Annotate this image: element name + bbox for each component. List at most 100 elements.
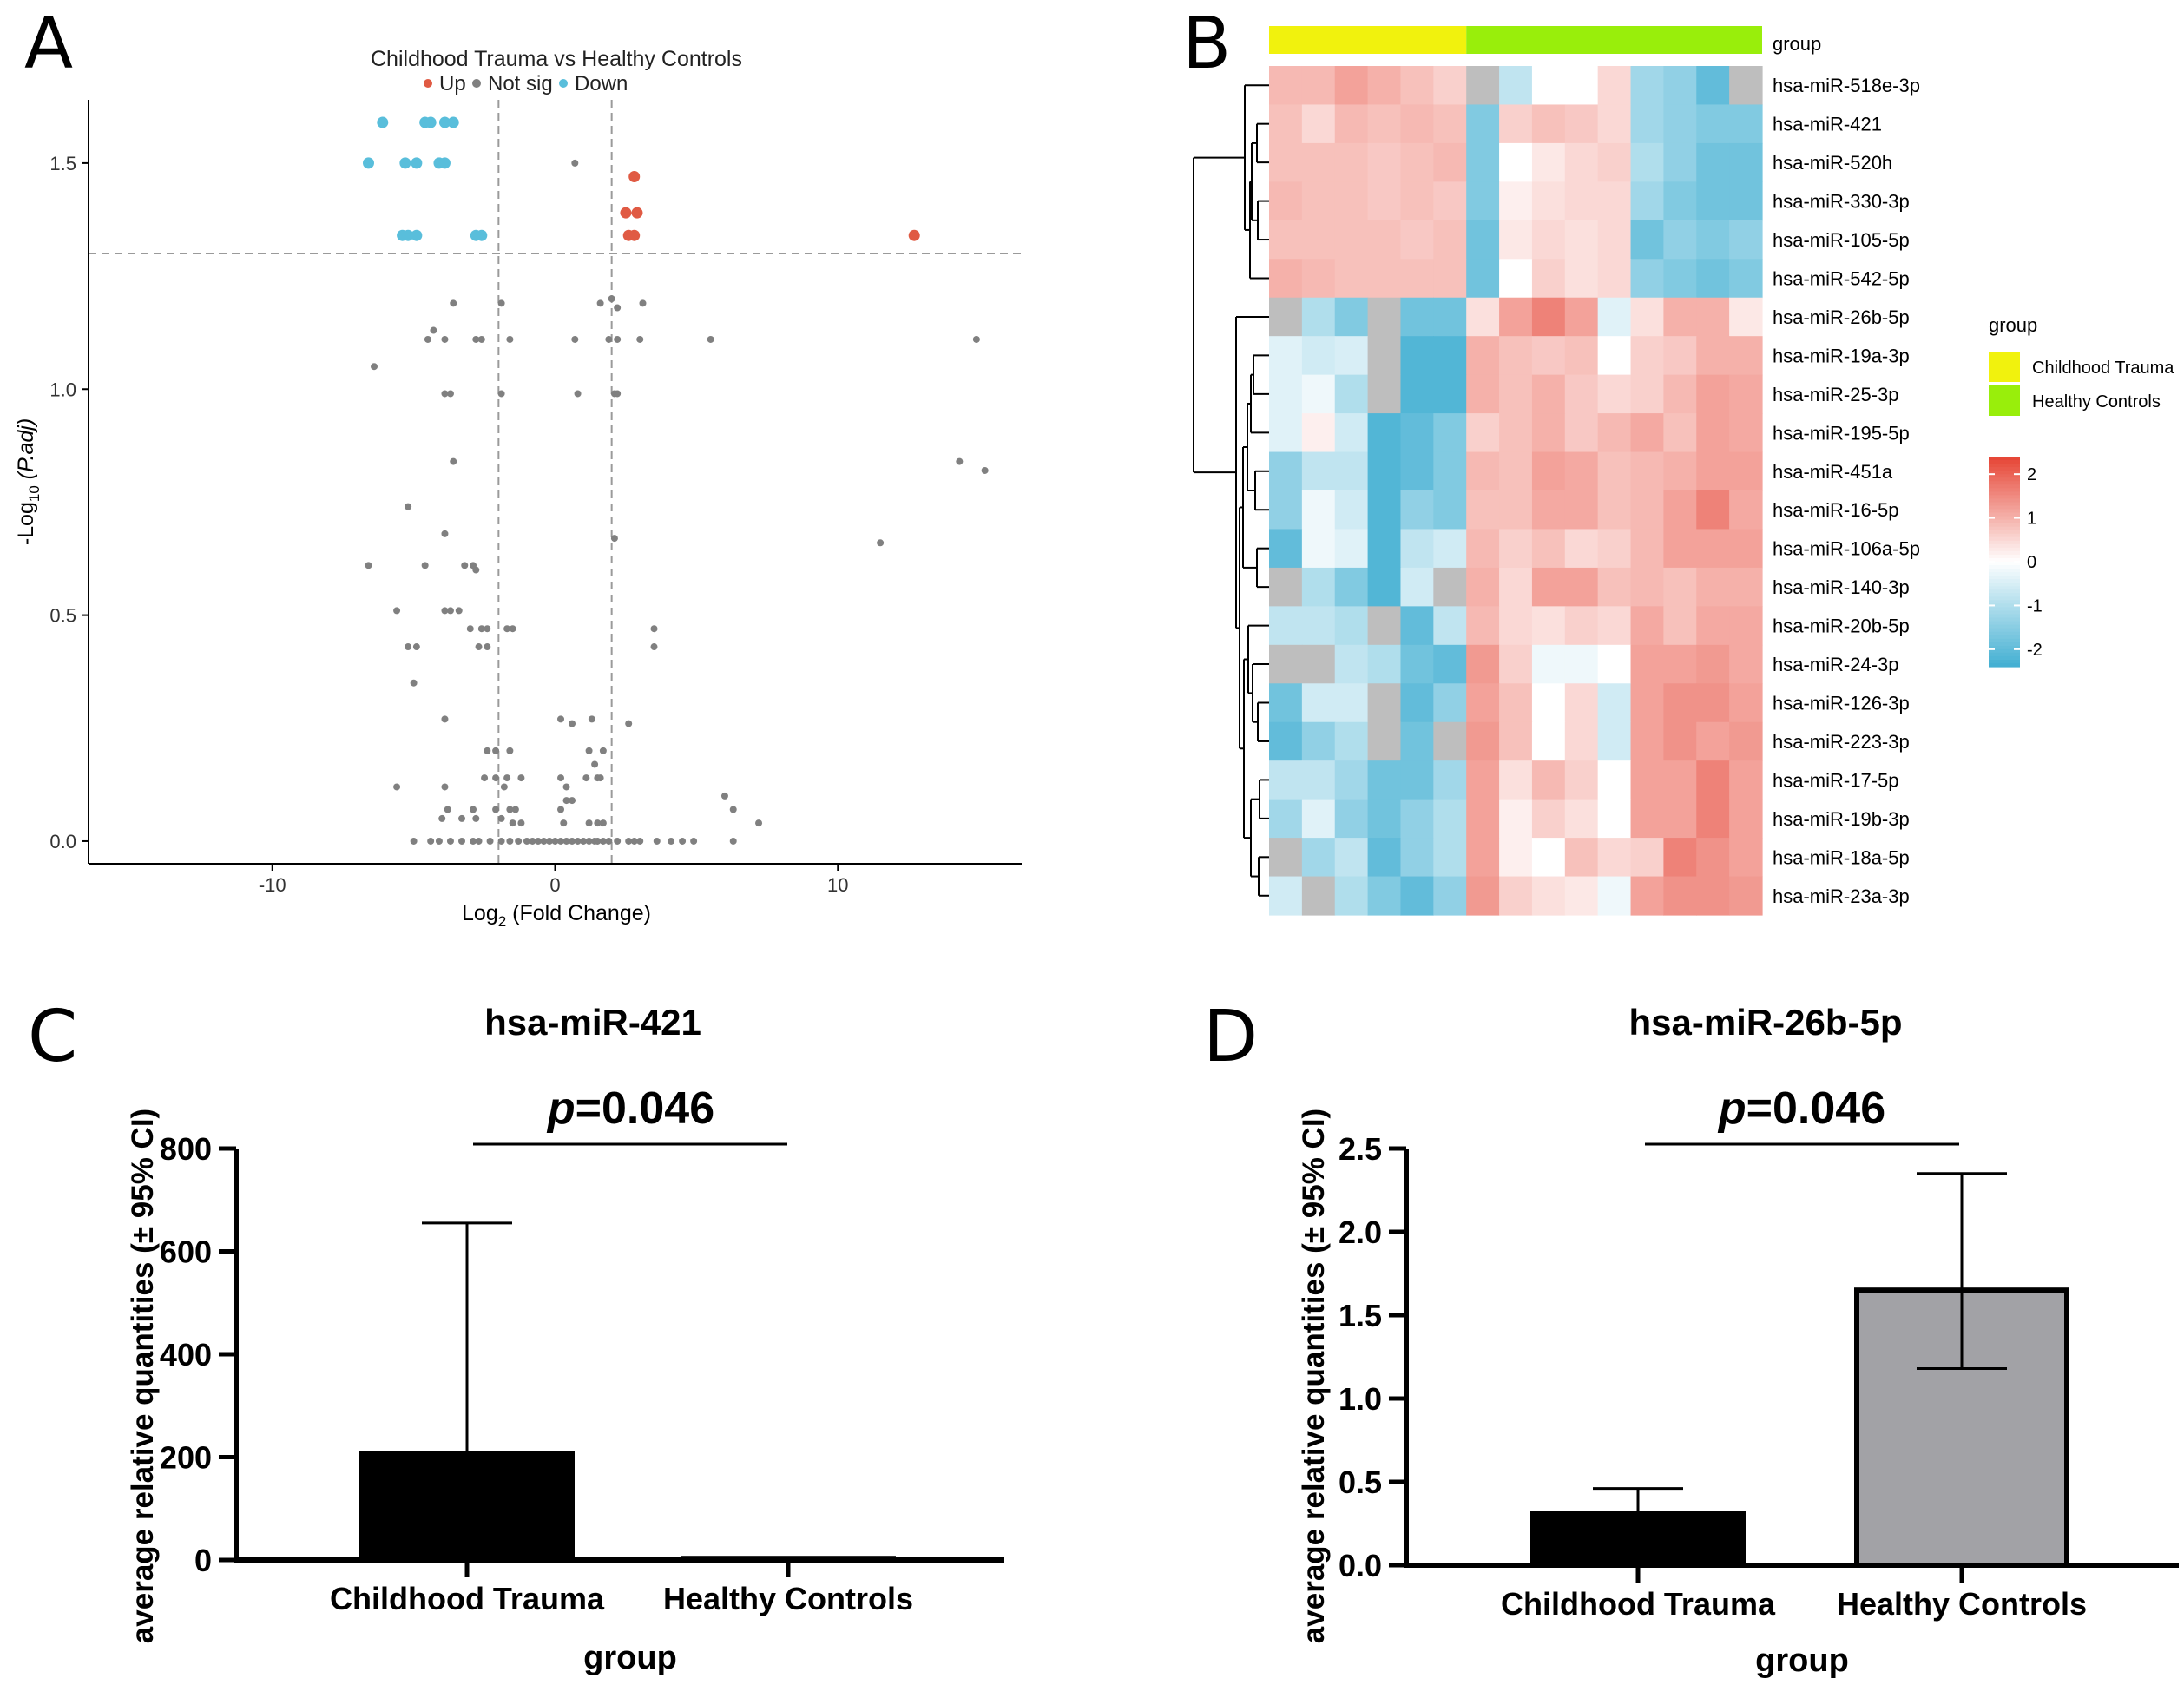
color-scale-segment bbox=[1989, 589, 2020, 594]
heatmap-cell bbox=[1334, 490, 1369, 530]
volcano-y-ticks: 0.0 0.5 1.0 1.5 bbox=[49, 153, 89, 852]
color-scale-segment bbox=[1989, 565, 2020, 569]
color-scale-segment bbox=[1989, 579, 2020, 583]
volcano-point-not-sig bbox=[450, 299, 457, 307]
volcano-point-not-sig bbox=[461, 562, 469, 569]
heatmap-cell bbox=[1630, 220, 1664, 260]
heatmap-cell bbox=[1597, 104, 1632, 144]
group-legend-label-childhood-trauma: Childhood Trauma bbox=[2032, 359, 2174, 378]
heatmap-cell bbox=[1269, 413, 1303, 453]
heatmap-cell bbox=[1499, 838, 1533, 878]
volcano-point-not-sig bbox=[551, 837, 559, 845]
heatmap-row-label: hsa-miR-140-3p bbox=[1773, 576, 1910, 598]
heatmap-cell bbox=[1269, 104, 1303, 144]
volcano-point-not-sig bbox=[636, 837, 644, 845]
heatmap-cell bbox=[1630, 683, 1664, 723]
heatmap-cell bbox=[1334, 529, 1369, 569]
heatmap-cell bbox=[1564, 336, 1599, 376]
heatmap-row-label: hsa-miR-451a bbox=[1773, 461, 1893, 483]
heatmap-cell bbox=[1531, 567, 1566, 607]
heatmap-cell bbox=[1499, 644, 1533, 684]
heatmap-cell bbox=[1301, 104, 1336, 144]
heatmap-cell bbox=[1334, 876, 1369, 916]
color-scale-tick-label: 0 bbox=[2027, 553, 2036, 572]
color-scale-segment bbox=[1989, 540, 2020, 545]
heatmap-cell bbox=[1499, 220, 1533, 260]
volcano-point-not-sig bbox=[441, 783, 449, 791]
heatmap-cell bbox=[1663, 567, 1697, 607]
heatmap-cell bbox=[1663, 142, 1697, 182]
volcano-point-not-sig bbox=[450, 457, 457, 465]
heatmap-cell bbox=[1334, 567, 1369, 607]
heatmap-cell bbox=[1729, 490, 1763, 530]
heatmap-row-label: hsa-miR-518e-3p bbox=[1773, 75, 1920, 96]
panel-letter-a: A bbox=[24, 3, 73, 85]
heatmap-cell bbox=[1531, 181, 1566, 221]
color-scale-segment bbox=[1989, 512, 2020, 517]
volcano-point-not-sig bbox=[630, 837, 638, 845]
heatmap-cell bbox=[1531, 876, 1566, 916]
volcano-point-not-sig bbox=[470, 837, 477, 845]
heatmap-cell bbox=[1334, 451, 1369, 491]
heatmap-cell bbox=[1531, 606, 1566, 646]
color-scale-segment bbox=[1989, 624, 2020, 629]
heatmap-cell bbox=[1597, 529, 1632, 569]
bar-y-tick-label: 2.5 bbox=[1339, 1131, 1382, 1167]
volcano-point-not-sig bbox=[497, 814, 505, 822]
heatmap-cell bbox=[1564, 644, 1599, 684]
heatmap-cell bbox=[1630, 529, 1664, 569]
heatmap-cell bbox=[1334, 760, 1369, 800]
color-scale-segment bbox=[1989, 457, 2020, 461]
volcano-point-not-sig bbox=[625, 837, 633, 845]
volcano-point-not-sig bbox=[720, 792, 728, 800]
volcano-point-not-sig bbox=[582, 774, 590, 782]
heatmap-cell bbox=[1564, 259, 1599, 299]
heatmap-cell bbox=[1597, 181, 1632, 221]
volcano-point-not-sig bbox=[588, 715, 595, 723]
heatmap-cell bbox=[1433, 721, 1467, 761]
heatmap-cell bbox=[1466, 799, 1500, 839]
heatmap-cell bbox=[1663, 838, 1697, 878]
color-scale-tick-label: 1 bbox=[2027, 510, 2036, 529]
heatmap-cell bbox=[1663, 374, 1697, 414]
heatmap-cell bbox=[1630, 413, 1664, 453]
volcano-point-not-sig bbox=[639, 299, 647, 307]
group-bar-childhood-trauma bbox=[1269, 26, 1467, 54]
heatmap-cell bbox=[1499, 297, 1533, 337]
volcano-point-not-sig bbox=[410, 837, 418, 845]
heatmap-cell bbox=[1729, 336, 1763, 376]
heatmap-cell bbox=[1367, 259, 1402, 299]
heatmap-cell bbox=[1466, 66, 1500, 106]
group-bar-healthy-controls bbox=[1466, 26, 1762, 54]
x-tick-label: 0 bbox=[549, 874, 560, 896]
color-scale-segment bbox=[1989, 543, 2020, 549]
volcano-point-not-sig bbox=[625, 720, 633, 727]
volcano-point-not-sig bbox=[972, 335, 980, 343]
heatmap-cell bbox=[1663, 606, 1697, 646]
heatmap-row-label: hsa-miR-20b-5p bbox=[1773, 615, 1910, 637]
heatmap-cell bbox=[1531, 297, 1566, 337]
heatmap-cell bbox=[1269, 451, 1303, 491]
heatmap-cell bbox=[1630, 104, 1664, 144]
heatmap-cell bbox=[1564, 451, 1599, 491]
heatmap-cell bbox=[1564, 104, 1599, 144]
heatmap-cell bbox=[1269, 490, 1303, 530]
bar-chart-mir-421: hsa-miR-421 p=0.046 0 200 400 600 800 Childho… bbox=[126, 1002, 1004, 1676]
heatmap-cell bbox=[1433, 760, 1467, 800]
heatmap-cell bbox=[1367, 721, 1402, 761]
volcano-point-not-sig bbox=[614, 304, 622, 312]
heatmap-cell bbox=[1466, 567, 1500, 607]
color-scale-segment bbox=[1989, 610, 2020, 615]
heatmap-cell bbox=[1334, 142, 1369, 182]
heatmap-cell bbox=[1400, 297, 1434, 337]
heatmap-cell bbox=[1597, 451, 1632, 491]
volcano-point-not-sig bbox=[599, 747, 607, 754]
heatmap-cell bbox=[1400, 799, 1434, 839]
heatmap-cell bbox=[1433, 490, 1467, 530]
bar-chart-d-plot: 0.0 0.5 1.0 1.5 2.0 2.5 Childhood Trauma Health… bbox=[1339, 1131, 2179, 1622]
heatmap-cell bbox=[1696, 142, 1730, 182]
heatmap-cell bbox=[1597, 220, 1632, 260]
bar-category-label: Healthy Controls bbox=[663, 1581, 913, 1616]
bar-y-tick-label: 1.5 bbox=[1339, 1298, 1382, 1333]
heatmap-row-label: hsa-miR-23a-3p bbox=[1773, 885, 1910, 907]
